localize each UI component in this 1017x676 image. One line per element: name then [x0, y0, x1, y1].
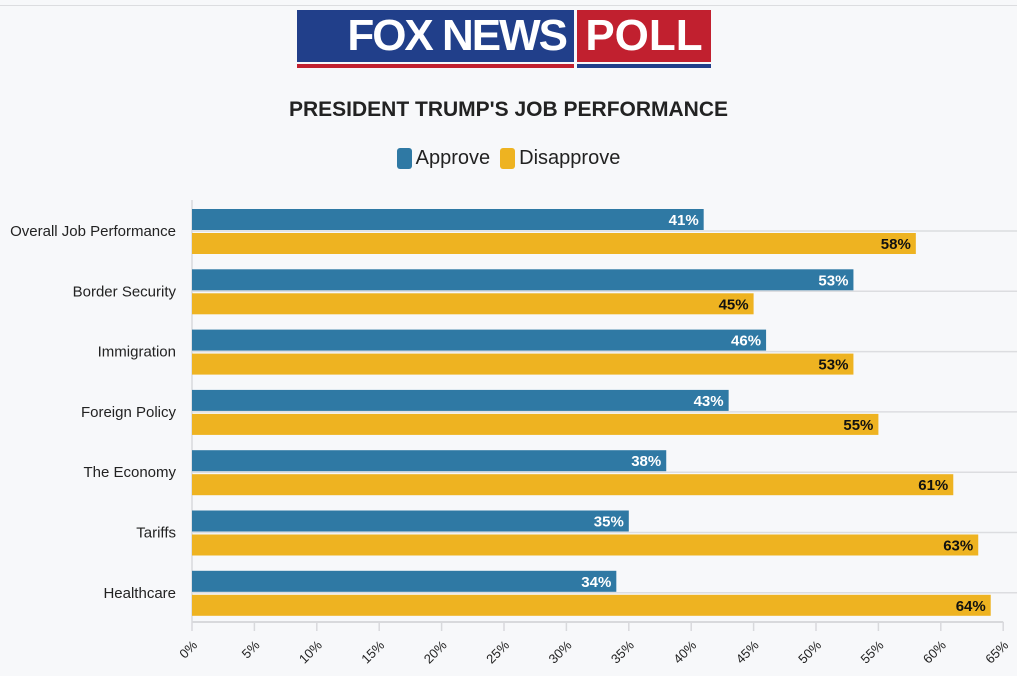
logo-fox-news: FOX NEWS	[297, 10, 574, 62]
data-label: 53%	[818, 272, 848, 289]
bar-disapprove	[192, 594, 991, 616]
data-label: 61%	[918, 477, 948, 494]
x-tick-label: 10%	[296, 637, 325, 666]
bar-disapprove	[192, 474, 954, 496]
data-label: 63%	[943, 538, 973, 555]
x-tick-label: 50%	[795, 637, 824, 666]
data-label: 38%	[631, 453, 661, 470]
bar-approve	[192, 209, 704, 230]
bar-approve	[192, 269, 854, 291]
data-label: 46%	[731, 333, 761, 350]
data-label: 45%	[719, 296, 749, 313]
category-label: Healthcare	[103, 585, 176, 602]
x-tick-label: 5%	[239, 637, 263, 661]
category-label: Overall Job Performance	[10, 223, 176, 240]
x-tick-label: 55%	[858, 637, 887, 666]
fox-news-poll-logo: FOX NEWS POLL	[297, 10, 711, 69]
legend-label: Approve	[415, 147, 491, 169]
category-label: Border Security	[73, 283, 177, 300]
x-tick-label: 0%	[176, 637, 200, 661]
disapprove-swatch	[500, 148, 516, 169]
approve-swatch	[396, 148, 412, 169]
bar-approve	[192, 450, 667, 472]
data-label: 55%	[843, 417, 873, 434]
category-label: Tariffs	[136, 525, 176, 542]
data-label: 58%	[881, 236, 911, 253]
legend: Approve Disapprove	[0, 147, 1017, 170]
data-label: 43%	[694, 393, 724, 410]
data-label: 53%	[818, 357, 848, 374]
x-tick-label: 40%	[670, 637, 699, 666]
data-label: 34%	[581, 574, 611, 591]
legend-approve[interactable]: Approve	[396, 147, 491, 170]
bar-disapprove	[192, 293, 754, 315]
x-tick-label: 60%	[920, 637, 949, 666]
x-tick-label: 15%	[358, 637, 387, 666]
category-label: The Economy	[83, 464, 176, 481]
category-label: Immigration	[98, 344, 176, 361]
legend-disapprove[interactable]: Disapprove	[500, 147, 620, 170]
legend-label: Disapprove	[519, 147, 621, 169]
bar-approve	[192, 570, 617, 592]
bar-disapprove	[192, 353, 854, 375]
category-label: Foreign Policy	[81, 404, 177, 421]
data-label: 64%	[956, 598, 986, 615]
logo-underline-red	[297, 64, 574, 68]
x-tick-label: 65%	[982, 637, 1011, 666]
data-label: 41%	[669, 212, 699, 229]
bar-disapprove	[192, 233, 916, 254]
bar-approve	[192, 389, 729, 411]
x-tick-label: 35%	[608, 637, 637, 666]
x-tick-label: 30%	[546, 637, 575, 666]
x-tick-label: 20%	[421, 637, 450, 666]
logo-underline-blue	[577, 64, 711, 68]
bar-approve	[192, 329, 767, 351]
logo-poll: POLL	[577, 10, 711, 62]
bar-disapprove	[192, 534, 979, 556]
x-tick-label: 25%	[483, 637, 512, 666]
top-divider	[0, 5, 1017, 6]
bar-disapprove	[192, 413, 879, 435]
x-tick-label: 45%	[733, 637, 762, 666]
bar-approve	[192, 510, 629, 532]
data-label: 35%	[594, 514, 624, 531]
chart-title: PRESIDENT TRUMP'S JOB PERFORMANCE	[288, 98, 729, 121]
